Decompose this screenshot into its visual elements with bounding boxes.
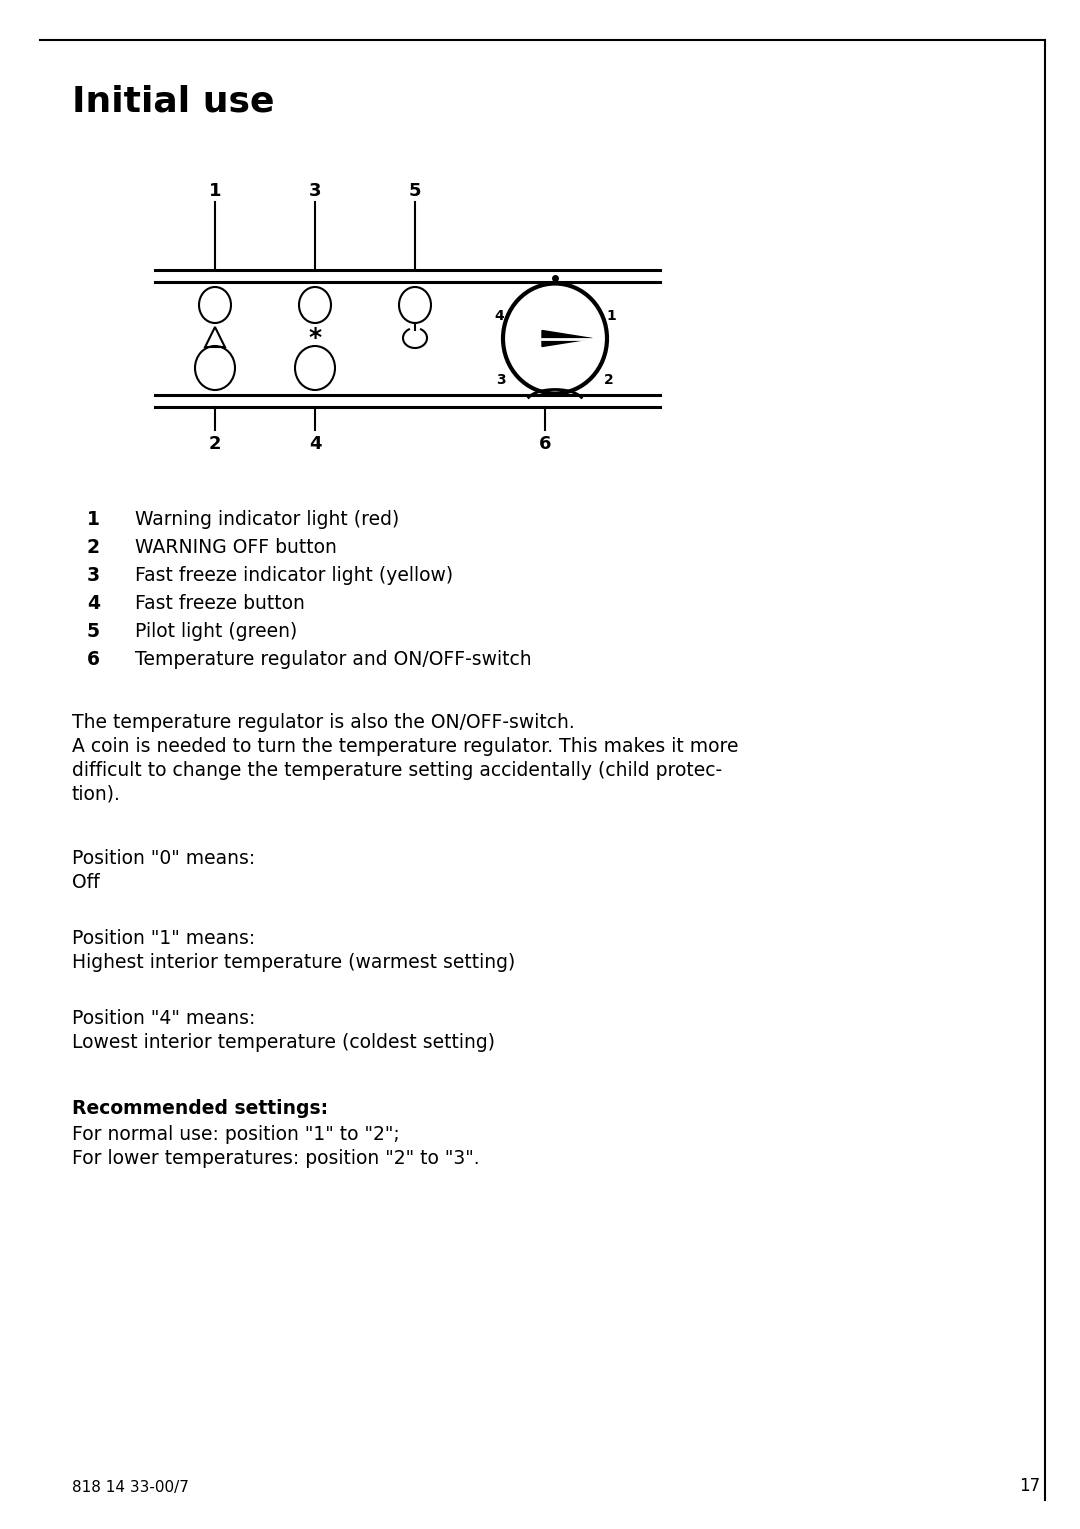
Text: 1: 1: [208, 182, 221, 200]
Text: A coin is needed to turn the temperature regulator. This makes it more: A coin is needed to turn the temperature…: [72, 737, 739, 755]
Text: The temperature regulator is also the ON/OFF-switch.: The temperature regulator is also the ON…: [72, 713, 575, 732]
Text: 2: 2: [87, 538, 100, 557]
Text: Initial use: Initial use: [72, 86, 274, 119]
Text: 3: 3: [309, 182, 321, 200]
Text: Highest interior temperature (warmest setting): Highest interior temperature (warmest se…: [72, 953, 515, 972]
Text: 6: 6: [87, 650, 100, 670]
Text: Warning indicator light (red): Warning indicator light (red): [135, 511, 400, 529]
Text: difficult to change the temperature setting accidentally (child protec-: difficult to change the temperature sett…: [72, 761, 723, 780]
Text: Temperature regulator and ON/OFF-switch: Temperature regulator and ON/OFF-switch: [135, 650, 531, 670]
Ellipse shape: [503, 283, 607, 393]
Text: 818 14 33-00/7: 818 14 33-00/7: [72, 1480, 189, 1495]
Text: 5: 5: [87, 622, 100, 641]
Text: 2: 2: [208, 434, 221, 453]
Text: 2: 2: [604, 373, 613, 387]
Text: Position "0" means:: Position "0" means:: [72, 849, 255, 868]
Text: 1: 1: [606, 309, 616, 324]
Text: 3: 3: [496, 373, 505, 387]
Text: Fast freeze indicator light (yellow): Fast freeze indicator light (yellow): [135, 566, 454, 586]
Text: 4: 4: [309, 434, 321, 453]
Text: For normal use: position "1" to "2";: For normal use: position "1" to "2";: [72, 1125, 400, 1144]
Text: tion).: tion).: [72, 784, 121, 804]
Text: 6: 6: [539, 434, 551, 453]
Text: For lower temperatures: position "2" to "3".: For lower temperatures: position "2" to …: [72, 1148, 480, 1168]
Text: Position "1" means:: Position "1" means:: [72, 930, 255, 948]
Text: Fast freeze button: Fast freeze button: [135, 593, 305, 613]
Text: WARNING OFF button: WARNING OFF button: [135, 538, 337, 557]
Text: 4: 4: [495, 309, 504, 324]
Text: Off: Off: [72, 873, 99, 891]
Text: 17: 17: [1018, 1477, 1040, 1495]
Text: Position "4" means:: Position "4" means:: [72, 1009, 255, 1027]
Text: 5: 5: [408, 182, 421, 200]
Text: 4: 4: [87, 593, 100, 613]
Text: Recommended settings:: Recommended settings:: [72, 1099, 328, 1118]
Text: Pilot light (green): Pilot light (green): [135, 622, 297, 641]
Text: Lowest interior temperature (coldest setting): Lowest interior temperature (coldest set…: [72, 1034, 495, 1052]
Text: *: *: [309, 326, 322, 350]
Text: 1: 1: [87, 511, 100, 529]
Text: 3: 3: [86, 566, 100, 586]
Polygon shape: [542, 330, 593, 347]
